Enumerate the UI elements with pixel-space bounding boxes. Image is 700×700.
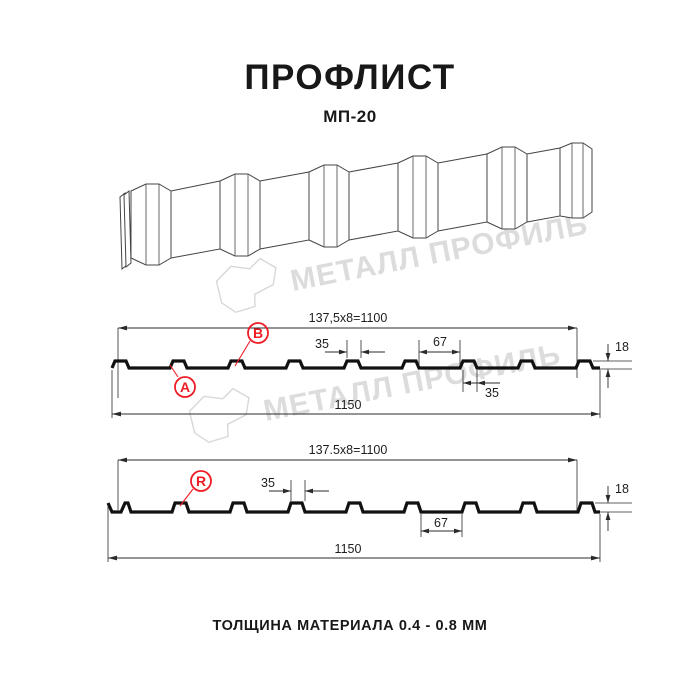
callout-b-circle	[247, 322, 269, 344]
rib-group	[130, 142, 593, 266]
profile-outline-top	[110, 359, 600, 370]
dim-flat-67-bottom-label: 67	[434, 516, 448, 530]
dim-height-18-top: 18	[593, 340, 632, 388]
dim-flat-67: 67	[418, 335, 461, 366]
callout-a-circle	[174, 376, 196, 398]
dim-flat-67-bottom: 67	[420, 514, 463, 537]
callout-r-leader	[179, 488, 194, 507]
dim-total-width-top-label: 1150	[335, 398, 362, 412]
dim-top-useful-width-label: 137,5x8=1100	[309, 311, 388, 325]
callout-r-circle	[190, 470, 212, 492]
profile-outline-bottom	[106, 501, 600, 514]
page-header: ПРОФЛИСТ МП-20	[0, 58, 700, 127]
callout-a-leader	[169, 364, 179, 378]
dim-rib-35-upper: 35	[315, 337, 385, 358]
dim-rib-35-bottom: 35	[261, 476, 329, 501]
callout-r[interactable]: R	[179, 470, 212, 507]
dim-height-18-bottom-label: 18	[615, 482, 629, 496]
dim-height-18-top-label: 18	[615, 340, 629, 354]
callout-r-label: R	[196, 473, 206, 489]
callout-a-label: A	[180, 379, 190, 395]
dim-flat-67-label: 67	[433, 335, 447, 349]
dim-rib-35-upper-label: 35	[315, 337, 329, 351]
dim-top-useful-width-2: 137.5x8=1100	[117, 443, 578, 512]
dim-total-width-top: 1150	[111, 370, 601, 418]
watermark-logo-icon	[215, 257, 277, 314]
watermark-logo-icon	[188, 387, 250, 444]
dim-rib-35-lower: 35	[462, 370, 500, 400]
callout-b-label: B	[253, 325, 263, 341]
dim-top-useful-width: 137,5x8=1100	[117, 311, 578, 398]
sheet-left-edge-inner	[123, 189, 132, 269]
dim-rib-35-bottom-label: 35	[261, 476, 275, 490]
dim-total-width-bottom-label: 1150	[335, 542, 362, 556]
callout-b[interactable]: B	[234, 322, 269, 367]
dim-height-18-bottom: 18	[595, 482, 632, 531]
corrugated-sheet-3d	[119, 142, 593, 271]
page-title: ПРОФЛИСТ	[244, 58, 456, 97]
dim-top-useful-width-2-label: 137.5x8=1100	[309, 443, 388, 457]
dim-total-width-bottom: 1150	[107, 505, 601, 562]
dim-rib-35-lower-label: 35	[485, 386, 499, 400]
callout-b-leader	[234, 340, 251, 367]
product-code: МП-20	[323, 107, 377, 126]
material-thickness-caption: ТОЛЩИНА МАТЕРИАЛА 0.4 - 0.8 ММ	[212, 618, 488, 634]
callout-a[interactable]: A	[169, 364, 196, 398]
